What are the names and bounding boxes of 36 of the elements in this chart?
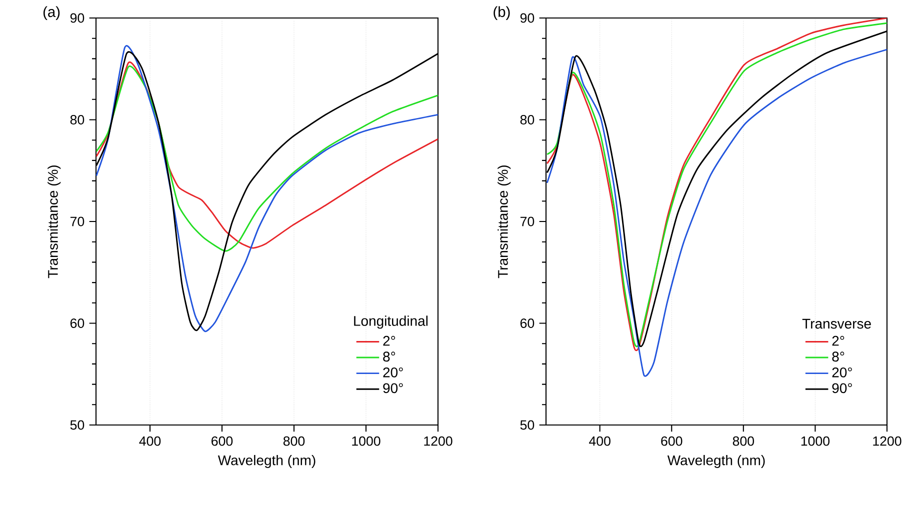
x-tick-label: 1200 (873, 436, 902, 446)
x-tick-label: 1200 (424, 436, 452, 446)
x-tick-label: 600 (212, 436, 233, 446)
y-axis-title: Transmittance (%) (48, 165, 61, 278)
legend-label: 2° (832, 336, 844, 346)
y-tick-label: 50 (520, 420, 534, 430)
legend-title: Longitudinal (354, 316, 428, 329)
x-axis-title: Wavelegth (nm) (667, 454, 765, 468)
y-tick-label: 70 (520, 216, 534, 226)
legend-label: 20° (832, 367, 852, 378)
x-tick-label: 1000 (352, 436, 380, 446)
y-tick-label: 90 (520, 13, 534, 23)
chart-title: (b) (494, 6, 510, 20)
x-tick-label: 400 (589, 436, 610, 446)
legend-label: 90° (832, 383, 852, 394)
y-tick-label: 90 (70, 13, 84, 23)
y-tick-label: 80 (520, 115, 534, 124)
legend-label: 2° (383, 336, 396, 346)
y-tick-label: 50 (70, 420, 84, 430)
x-tick-label: 800 (732, 436, 754, 446)
legend-label: 90° (383, 383, 403, 394)
legend-label: 8° (383, 352, 396, 362)
chart-title: (a) (43, 6, 60, 20)
x-tick-label: 1000 (801, 436, 830, 446)
x-tick-label: 800 (283, 436, 305, 446)
x-axis-title: Wavelegth (nm) (218, 454, 316, 468)
y-tick-label: 80 (70, 115, 84, 124)
x-tick-label: 400 (139, 436, 161, 446)
y-tick-label: 60 (70, 318, 84, 328)
legend-label: 8° (832, 352, 844, 362)
y-tick-label: 70 (70, 216, 84, 226)
legend-title: Transverse (802, 318, 871, 329)
y-axis-title: Transmittance (%) (498, 165, 511, 278)
legend-label: 20° (383, 367, 403, 378)
x-tick-label: 600 (661, 436, 682, 446)
y-tick-label: 60 (520, 318, 534, 328)
